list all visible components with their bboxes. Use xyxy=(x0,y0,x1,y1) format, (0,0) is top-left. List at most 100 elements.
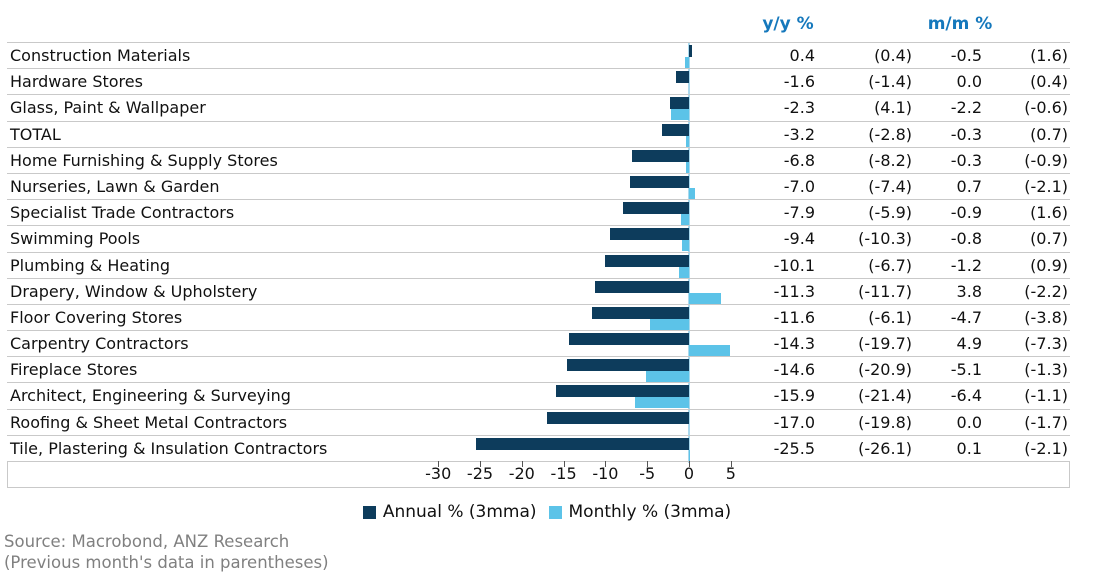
num-mm: -0.3 xyxy=(950,124,982,144)
axis-tick xyxy=(647,461,649,467)
num-yy: -2.3 xyxy=(783,98,815,118)
annual-bar xyxy=(556,385,689,398)
num-yy-prev: (-26.1) xyxy=(858,438,912,458)
table-row: Roofing & Sheet Metal Contractors -17.0 (-… xyxy=(7,410,1070,436)
num-yy: 0.4 xyxy=(789,46,815,65)
num-yy: -7.9 xyxy=(783,203,815,223)
axis-tick xyxy=(605,461,607,467)
num-mm: -0.8 xyxy=(950,229,982,249)
table-row: Construction Materials 0.4 (0.4) -0.5 (1.6) xyxy=(7,43,1070,70)
annual-bar xyxy=(622,202,689,215)
monthly-bar xyxy=(689,292,721,304)
axis-tick xyxy=(480,461,481,467)
monthly-swatch-icon xyxy=(548,505,562,519)
table-row: Nurseries, Lawn & Garden -7.0 (-7.4) 0.7 (-2… xyxy=(7,174,1070,201)
axis-tick xyxy=(563,461,565,467)
num-yy: -1.6 xyxy=(783,72,815,92)
category-label: Home Furnishing & Supply Stores xyxy=(10,150,278,170)
monthly-bar xyxy=(684,57,689,68)
table-row: Floor Covering Stores -11.6 (-6.1) -4.7 (-3.… xyxy=(7,305,1070,332)
monthly-bar xyxy=(682,240,689,252)
num-yy-prev: (-8.2) xyxy=(868,150,912,170)
mm-column-header: m/m % xyxy=(927,14,993,34)
annual-bar xyxy=(630,175,689,188)
annual-bar xyxy=(594,280,689,293)
annual-bar xyxy=(592,306,689,319)
num-yy-prev: (-11.7) xyxy=(858,281,912,301)
monthly-bar xyxy=(686,135,689,147)
category-label: Swimming Pools xyxy=(10,229,141,249)
num-yy: -9.4 xyxy=(783,229,815,249)
num-yy: -17.0 xyxy=(773,412,815,432)
table-row: Specialist Trade Contractors -7.9 (-5.9) -0… xyxy=(7,200,1070,227)
num-yy-prev: (-2.8) xyxy=(868,124,912,144)
axis-tick-label: -25 xyxy=(466,464,494,483)
table-row: Architect, Engineering & Surveying -15.9 (… xyxy=(7,383,1070,410)
category-label: Nurseries, Lawn & Garden xyxy=(10,176,220,196)
category-label: Fireplace Stores xyxy=(10,360,138,380)
category-label: Carpentry Contractors xyxy=(10,334,189,354)
num-mm-prev: (0.9) xyxy=(1030,255,1068,275)
table-row: TOTAL -3.2 (-2.8) -0.3 (0.7) xyxy=(7,122,1070,148)
category-label: Roofing & Sheet Metal Contractors xyxy=(10,412,288,432)
table-row: Tile, Plastering & Insulation Contractor… xyxy=(7,436,1070,462)
annual-swatch-icon xyxy=(362,505,376,519)
num-mm-prev: (-1.7) xyxy=(1024,412,1068,432)
table-row: Drapery, Window & Upholstery -11.3 (-11.7)… xyxy=(7,279,1070,305)
num-yy-prev: (-10.3) xyxy=(858,229,912,249)
num-mm: 0.1 xyxy=(956,438,982,458)
annual-bar xyxy=(669,97,689,110)
annual-bar xyxy=(569,333,689,346)
category-label: Specialist Trade Contractors xyxy=(10,203,235,223)
category-label: Glass, Paint & Wallpaper xyxy=(10,98,206,118)
table-row: Glass, Paint & Wallpaper -2.3 (4.1) -2.2 (-0… xyxy=(7,95,1070,122)
chart-rows: Construction Materials 0.4 (0.4) -0.5 (1.6) H… xyxy=(7,42,1070,463)
num-yy-prev: (-5.9) xyxy=(868,203,912,223)
annual-bar xyxy=(546,411,689,424)
category-label: TOTAL xyxy=(10,124,61,144)
num-mm-prev: (-1.1) xyxy=(1024,386,1068,406)
num-yy-prev: (-19.7) xyxy=(858,334,912,354)
zero-axis-line xyxy=(688,43,690,463)
axis-tick xyxy=(438,461,440,467)
monthly-bar xyxy=(649,318,689,330)
axis-tick-label: -20 xyxy=(508,464,535,483)
monthly-bar xyxy=(678,266,689,278)
axis-tick-label: 5 xyxy=(725,464,736,483)
num-yy-prev: (-19.8) xyxy=(858,412,912,432)
num-yy-prev: (-21.4) xyxy=(858,386,912,406)
num-yy: -15.9 xyxy=(773,386,815,406)
axis-tick-label: -10 xyxy=(592,464,619,483)
num-mm-prev: (0.7) xyxy=(1030,229,1068,249)
source-line1: Source: Macrobond, ANZ Research xyxy=(4,532,290,551)
num-yy: -10.1 xyxy=(773,255,815,275)
num-mm: 4.9 xyxy=(956,334,982,354)
num-yy-prev: (-1.4) xyxy=(868,72,912,92)
num-mm-prev: (-3.8) xyxy=(1024,307,1068,327)
table-row: Home Furnishing & Supply Stores -6.8 (-8.2… xyxy=(7,148,1070,174)
num-mm-prev: (-2.1) xyxy=(1024,176,1068,196)
num-yy: -7.0 xyxy=(783,176,815,196)
num-yy-prev: (-6.7) xyxy=(868,255,912,275)
num-mm-prev: (-7.3) xyxy=(1024,334,1068,354)
num-mm: -0.3 xyxy=(950,150,982,170)
num-mm: -4.7 xyxy=(950,307,982,327)
num-mm-prev: (0.4) xyxy=(1030,72,1068,92)
num-yy-prev: (4.1) xyxy=(874,98,912,118)
num-yy-prev: (-20.9) xyxy=(858,360,912,380)
annual-bar xyxy=(475,437,689,450)
num-yy-prev: (-7.4) xyxy=(868,176,912,196)
num-mm-prev: (1.6) xyxy=(1030,203,1068,223)
num-mm-prev: (1.6) xyxy=(1030,46,1068,65)
axis-tick-label: -15 xyxy=(550,464,577,483)
axis-tick xyxy=(521,461,523,467)
num-mm: -5.1 xyxy=(950,360,982,380)
annual-bar xyxy=(566,359,689,372)
monthly-bar xyxy=(689,187,695,199)
legend-item-annual: Annual % (3mma) xyxy=(362,502,537,522)
category-label: Floor Covering Stores xyxy=(10,307,183,327)
annual-bar xyxy=(632,149,689,162)
num-mm: -2.2 xyxy=(950,98,982,118)
num-mm-prev: (-0.9) xyxy=(1024,150,1068,170)
num-yy-prev: (-6.1) xyxy=(868,307,912,327)
